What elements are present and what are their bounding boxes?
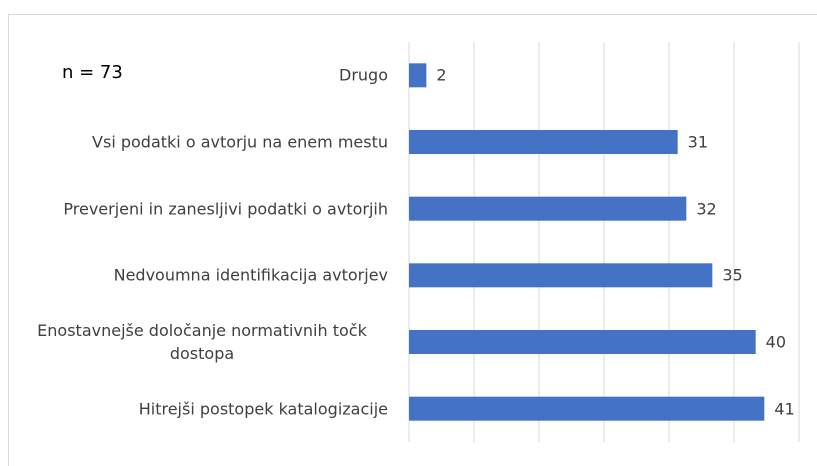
bar	[409, 330, 756, 354]
chart-frame	[8, 14, 817, 466]
data-label: 32	[696, 199, 717, 219]
bar	[409, 396, 765, 421]
bar	[409, 196, 687, 221]
data-label: 41	[774, 399, 795, 419]
y-tick-label: Preverjeni in zanesljivi podatki o avtor…	[63, 199, 388, 219]
y-tick-label: Hitrejši postopek katalogizacije	[138, 399, 388, 419]
data-label: 35	[722, 265, 743, 285]
data-label: 31	[687, 132, 709, 152]
data-label: 2	[436, 65, 447, 85]
bar	[409, 263, 713, 288]
annotation: n = 73	[62, 62, 123, 83]
bar	[409, 130, 678, 154]
bar	[409, 63, 427, 88]
y-tick-label: Enostavnejše določanje normativnih točk …	[37, 321, 367, 363]
data-label: 40	[765, 332, 787, 352]
y-tick-label: Drugo	[339, 65, 388, 85]
y-tick-label: Vsi podatki o avtorju na enem mestu	[92, 132, 388, 152]
y-tick-label: Nedvoumna identifikacija avtorjev	[113, 265, 388, 285]
